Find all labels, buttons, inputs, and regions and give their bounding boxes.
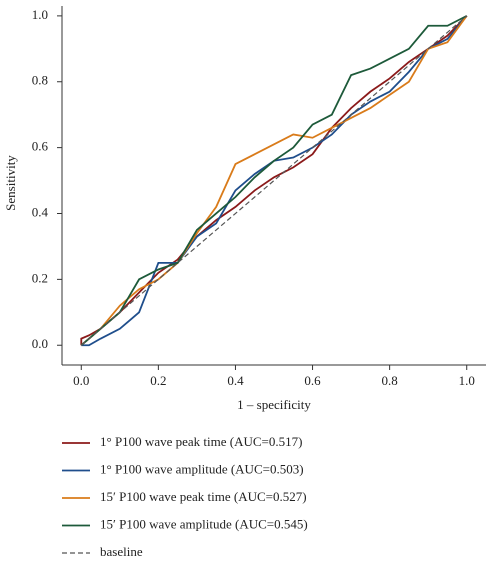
legend-label: 1° P100 wave peak time (AUC=0.517)	[100, 434, 302, 449]
legend-label: 1° P100 wave amplitude (AUC=0.503)	[100, 461, 304, 476]
roc-line	[81, 15, 468, 347]
y-tick-label: 1.0	[32, 7, 48, 22]
x-tick-label: 0.8	[382, 373, 398, 388]
legend-label: 15′ P100 wave peak time (AUC=0.527)	[100, 489, 307, 504]
x-tick-label: 0.6	[304, 373, 321, 388]
y-tick-label: 0.2	[32, 270, 48, 285]
x-tick-label: 0.4	[227, 373, 244, 388]
roc-line	[80, 15, 468, 346]
y-tick-label: 0.6	[32, 139, 49, 154]
x-axis-label: 1 – specificity	[237, 397, 311, 412]
roc-line	[80, 15, 468, 346]
y-tick-label: 0.4	[32, 204, 49, 219]
legend-label: 15′ P100 wave amplitude (AUC=0.545)	[100, 516, 308, 531]
x-tick-label: 0.0	[73, 373, 89, 388]
legend-label: baseline	[100, 544, 143, 559]
y-tick-label: 0.8	[32, 73, 48, 88]
x-tick-label: 0.2	[150, 373, 166, 388]
x-tick-label: 1.0	[459, 373, 475, 388]
y-tick-label: 0.0	[32, 336, 48, 351]
y-axis-label: Sensitivity	[3, 155, 18, 211]
